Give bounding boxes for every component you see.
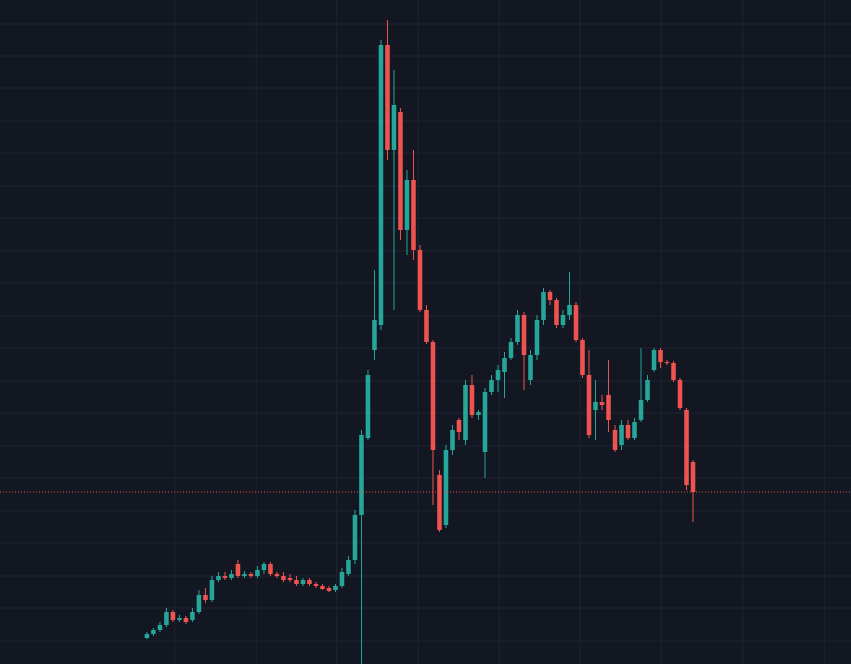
candle-body [482,392,488,452]
candle-body [560,315,566,325]
candle-body [417,250,423,310]
candle-body [651,350,657,370]
candle-body [567,305,572,315]
candle-body [151,630,156,634]
candle-body [183,618,189,622]
candle-body [300,580,306,584]
candle-body [430,342,436,450]
candle-body [294,580,299,584]
candle-body [508,342,514,358]
candle-body [359,435,364,515]
candle-body [339,572,345,586]
candle-body [541,292,546,320]
candle-body [235,564,241,576]
candle-body [391,105,397,150]
candle-body [281,576,286,580]
candle-body [547,292,553,300]
candle-body [424,310,429,342]
candle-body [222,576,228,578]
candle-body [690,462,696,492]
candle-body [307,580,312,584]
candle-body [242,574,247,576]
candle-body [456,420,462,432]
candle-body [378,45,384,325]
candle-body [313,584,319,586]
candle-body [287,578,293,580]
candle-body [411,180,416,250]
candle-body [632,422,637,438]
candle-body [534,320,540,355]
candle-body [684,410,689,485]
candle-body [326,588,332,591]
candle-body [216,576,221,580]
candle-body [190,612,195,620]
candle-body [645,380,650,400]
candle-body [177,618,182,620]
candle-body [573,305,579,340]
candle-body [606,395,611,420]
candle-body [196,595,202,612]
candle-body [164,612,169,625]
candle-body [463,385,468,440]
candle-body [450,430,455,450]
candle-body [612,430,618,450]
candle-body [619,425,624,445]
candle-body [443,450,449,525]
candle-body [625,425,631,438]
candle-body [515,315,520,342]
candle-body [638,400,644,420]
candle-body [261,564,267,570]
candle-body [385,45,390,150]
candle-body [580,340,585,375]
candle-body [495,370,501,380]
candle-body [469,385,475,415]
candle-body [255,570,260,576]
candle-body [677,380,683,408]
candle-body [157,625,163,630]
candle-body [437,475,442,530]
candle-body [365,375,371,438]
candle-body [144,634,150,638]
candle-body [170,612,176,620]
candle-body [599,402,605,405]
candle-body [658,350,663,362]
candle-body [320,586,325,589]
candle-body [372,320,377,350]
candle-body [489,380,494,392]
candle-body [398,112,403,230]
candle-body [248,574,254,576]
candle-body [671,363,676,380]
candle-body [333,586,338,590]
candle-body [554,300,559,325]
candle-body [346,560,351,574]
candle-body [593,402,598,410]
candle-body [268,564,273,574]
candle-body [404,180,410,230]
candle-body [502,358,507,372]
candle-body [586,375,592,435]
candle-body [521,315,527,355]
candle-body [209,580,215,600]
candle-body [664,362,670,363]
candle-body [229,574,234,578]
candle-body [274,574,280,576]
candle-body [203,595,208,600]
candle-body [528,355,533,380]
candle-body [352,515,358,560]
candle-body [476,412,481,415]
